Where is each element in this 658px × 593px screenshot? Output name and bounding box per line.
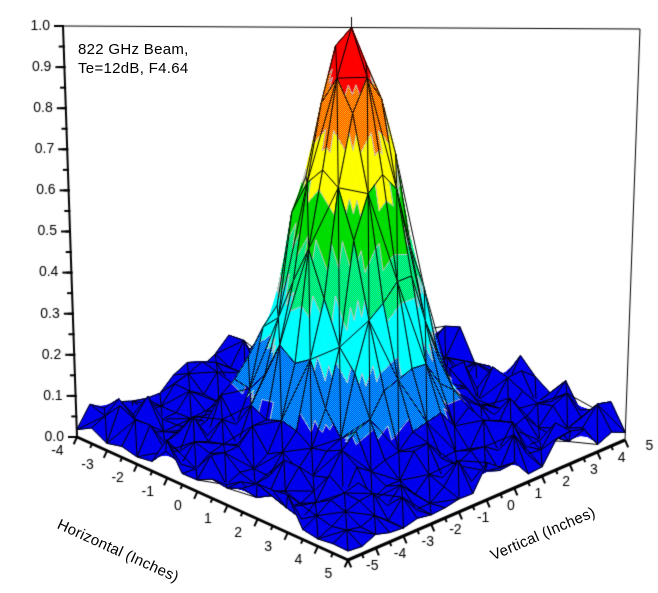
plot-annotation: 822 GHz Beam, Te=12dB, F4.64 (78, 40, 189, 78)
annotation-line-1: 822 GHz Beam, (78, 41, 189, 58)
annotation-line-2: Te=12dB, F4.64 (78, 60, 189, 77)
